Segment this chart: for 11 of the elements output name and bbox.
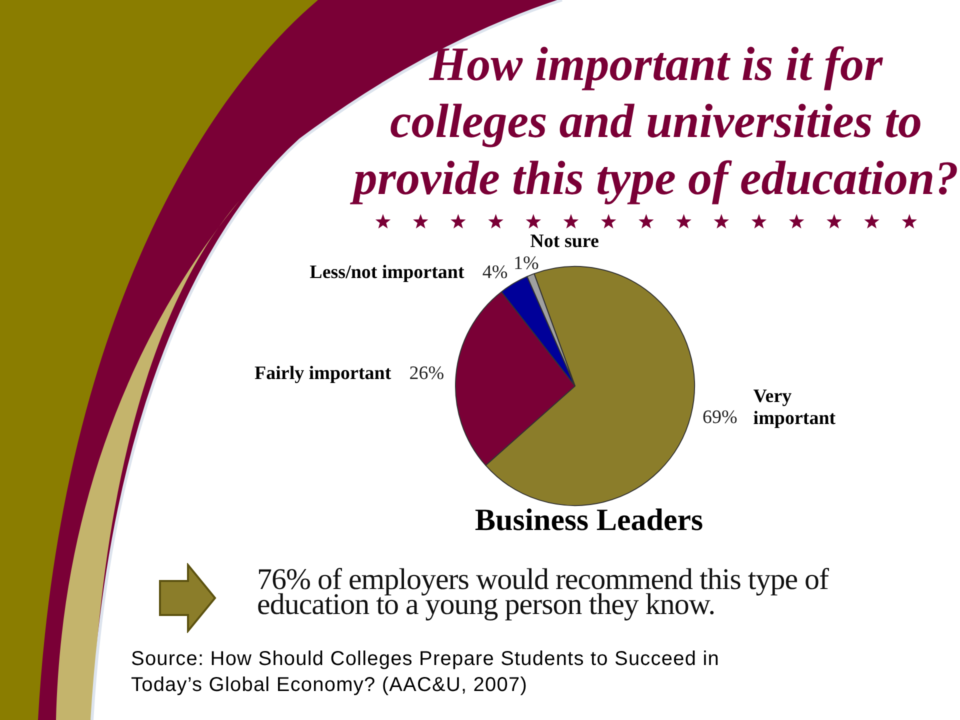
source-note: Source: How Should Colleges Prepare Students to Succeed in Today’s Global Economy? (AAC&U, 2007) [131,647,720,698]
slice-label: Not sure [530,230,599,252]
data-label: 4% [482,262,508,284]
text: Business Leaders [474,502,704,538]
data-label: 26% [409,363,444,384]
slice-label: Less/not important [310,262,465,283]
data-label: 69% [702,407,738,428]
data-label: 1% [514,252,539,274]
slice-label: Fairly important [254,362,392,384]
text: 76% of employers would recommend this type of education to a young person they know. [257,563,830,621]
slice-label: Very important [753,386,836,430]
